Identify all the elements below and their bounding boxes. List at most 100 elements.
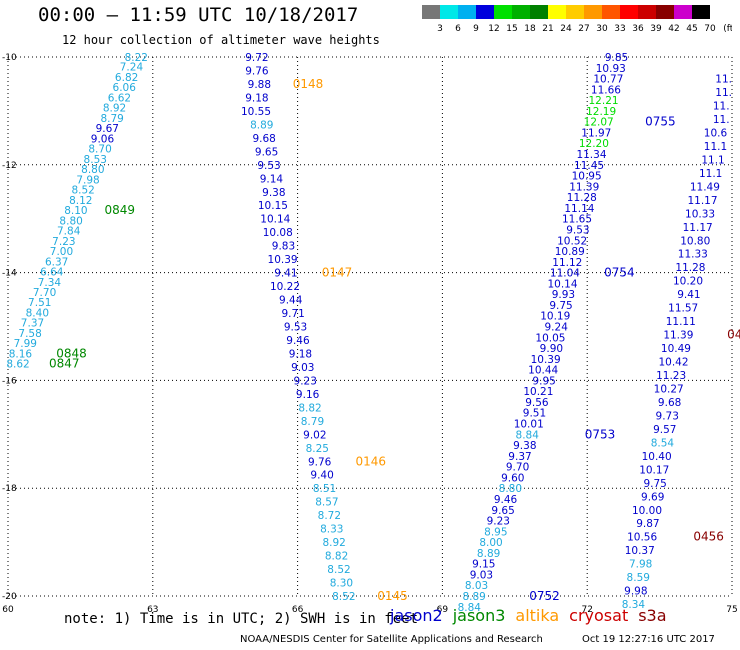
legend-jason2: jason2	[390, 606, 443, 625]
color-swatch	[638, 5, 656, 19]
swh-value-label: 9.18	[289, 348, 312, 360]
swh-value-label: 9.51	[523, 408, 546, 420]
swh-value-label: 10.44	[528, 365, 558, 377]
color-swatch	[512, 5, 530, 19]
swh-value-label: 10.15	[258, 200, 288, 212]
swh-value-label: 11.28	[567, 192, 597, 204]
swh-value-label: 9.67	[96, 123, 119, 135]
swh-value-label: 8.95	[484, 526, 507, 538]
swh-value-label: 8.62	[6, 359, 29, 371]
swh-value-label: 8.84	[458, 602, 482, 614]
swh-value-label: 8.84	[516, 429, 540, 441]
color-swatch	[422, 5, 440, 19]
swh-value-label: 9.71	[281, 308, 304, 320]
swh-value-label: 9.53	[284, 322, 307, 334]
swh-value-label: 9.06	[91, 133, 115, 145]
swh-value-label: 11.	[715, 74, 732, 86]
color-swatch	[656, 5, 674, 19]
swh-value-label: 10.56	[627, 532, 657, 544]
swh-value-label: 6.64	[40, 267, 64, 279]
swh-value-label: 10.17	[639, 464, 669, 476]
swh-value-label: 10.39	[268, 254, 298, 266]
swh-value-label: 9.75	[549, 300, 572, 312]
swh-value-label: 9.41	[677, 289, 700, 301]
swh-value-label: 11.49	[690, 181, 720, 193]
swh-value-label: 11.17	[687, 195, 717, 207]
series-jason3: 8.227.246.826.066.628.928.799.679.068.70…	[6, 52, 148, 371]
swh-value-label: 11.33	[678, 249, 708, 261]
color-swatch	[458, 5, 476, 19]
swh-value-label: 9.23	[487, 516, 510, 528]
swh-value-label: 10.33	[685, 208, 715, 220]
swh-value-label: 11.66	[591, 84, 621, 96]
swh-value-label: 11.34	[576, 149, 606, 161]
pass-time-label: 0752	[529, 589, 560, 603]
swh-value-label: 7.70	[33, 287, 56, 299]
swh-value-label: 8.25	[306, 443, 329, 455]
x-tick-label: 75	[726, 605, 737, 615]
color-scale-tick: 30	[596, 24, 608, 34]
y-tick-label: -20	[2, 592, 17, 602]
swh-value-label: 8.89	[462, 591, 485, 603]
swh-value-label: 10.89	[555, 246, 585, 258]
series-altika: 9.729.769.889.1810.558.899.689.659.539.1…	[241, 52, 408, 603]
swh-value-label: 11.17	[683, 222, 713, 234]
swh-value-label: 10.52	[557, 235, 587, 247]
pass-time-label: 0145	[377, 589, 408, 603]
swh-value-label: 9.70	[506, 462, 529, 474]
pass-time-label: 0147	[322, 266, 353, 280]
legend-jason3: jason3	[452, 606, 506, 625]
swh-value-label: 8.30	[330, 578, 353, 590]
y-tick-label: -18	[2, 484, 17, 494]
swh-value-label: 9.75	[643, 478, 666, 490]
color-scale-tick: 9	[473, 24, 479, 34]
swh-value-label: 6.06	[113, 82, 137, 94]
swh-value-label: 7.00	[50, 246, 73, 258]
swh-value-label: 10.14	[547, 278, 577, 290]
swh-value-label: 7.98	[76, 174, 99, 186]
swh-value-label: 9.83	[272, 241, 295, 253]
x-tick-label: 69	[437, 605, 449, 615]
swh-value-label: 8.92	[322, 537, 345, 549]
swh-value-label: 9.60	[501, 472, 524, 484]
y-tick-label: -12	[2, 161, 17, 171]
swh-value-label: 8.92	[103, 103, 126, 115]
swh-value-label: 9.76	[308, 456, 332, 468]
color-scale-tick: 15	[506, 24, 517, 34]
pass-time-label: 0146	[356, 454, 387, 468]
swh-value-label: 10.14	[260, 214, 290, 226]
color-scale-tick: 39	[650, 24, 662, 34]
x-tick-label: 66	[292, 605, 304, 615]
color-swatch	[602, 5, 620, 19]
swh-value-label: 8.40	[26, 307, 49, 319]
swh-value-label: 8.72	[318, 510, 341, 522]
pass-time-label: 0456	[693, 530, 724, 544]
swh-value-label: 9.73	[656, 410, 679, 422]
color-swatch	[620, 5, 638, 19]
legend-cryosat: cryosat	[569, 606, 629, 625]
color-swatch	[440, 5, 458, 19]
swh-value-label: 9.18	[245, 92, 268, 104]
color-scale-tick: 21	[542, 24, 553, 34]
swh-value-label: 9.68	[658, 397, 681, 409]
swh-value-label: 11.65	[562, 214, 592, 226]
swh-value-label: 6.82	[115, 72, 138, 84]
swh-value-label: 8.52	[327, 564, 350, 576]
swh-value-label: 9.88	[248, 79, 271, 91]
swh-value-label: 7.34	[38, 277, 62, 289]
swh-value-label: 9.87	[636, 518, 659, 530]
swh-value-label: 8.79	[100, 113, 123, 125]
swh-value-label: 8.52	[332, 591, 355, 603]
swh-value-label: 9.02	[303, 429, 326, 441]
y-tick-label: -16	[2, 376, 17, 386]
swh-value-label: 10.05	[535, 332, 565, 344]
swh-value-label: 10.42	[658, 357, 688, 369]
swh-value-label: 9.93	[552, 289, 575, 301]
chart-title: 00:00 – 11:59 UTC 10/18/2017	[38, 4, 359, 26]
swh-value-label: 9.16	[296, 389, 320, 401]
swh-value-label: 9.44	[279, 295, 303, 307]
swh-value-label: 10.01	[514, 419, 544, 431]
swh-value-label: 7.84	[57, 226, 81, 238]
swh-value-label: 8.53	[84, 154, 107, 166]
